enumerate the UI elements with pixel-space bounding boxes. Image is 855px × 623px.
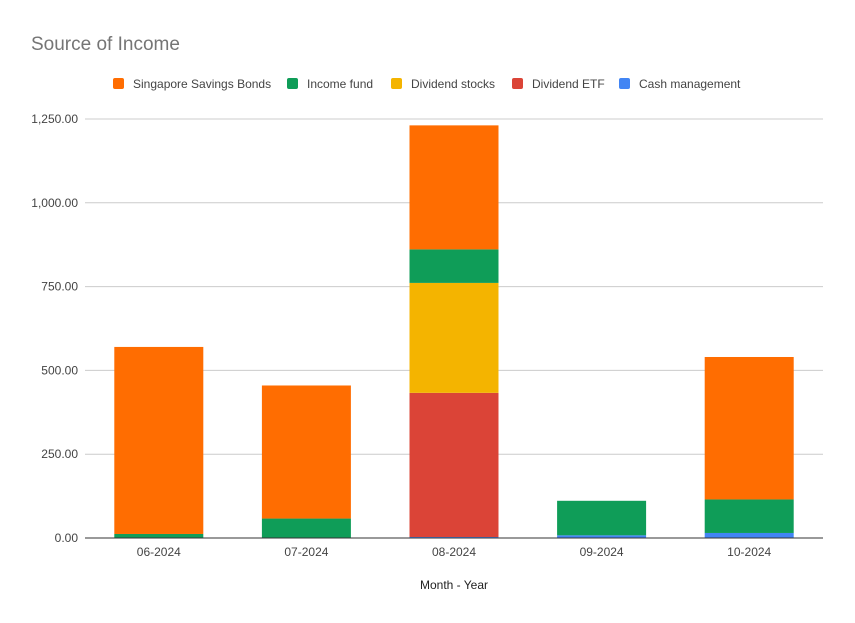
bar-cash-management-08-2024 bbox=[409, 536, 499, 538]
y-tick-label: 0.00 bbox=[55, 531, 79, 545]
legend-swatch bbox=[512, 78, 523, 89]
x-tick-label: 09-2024 bbox=[580, 545, 624, 559]
bar-dividend-stocks-08-2024 bbox=[409, 282, 499, 393]
x-axis-ticks: 06-2024 07-2024 08-2024 09-2024 10-2024 bbox=[137, 545, 772, 559]
y-axis-ticks: 0.00 250.00 500.00 750.00 1,000.00 1,250.00 bbox=[31, 112, 78, 545]
bar-cash-management-10-2024 bbox=[704, 532, 794, 538]
legend-item-cash-management: Cash management bbox=[619, 77, 741, 91]
bars bbox=[114, 125, 794, 538]
legend-item-dividend-stocks: Dividend stocks bbox=[391, 77, 495, 91]
legend-label: Dividend ETF bbox=[532, 77, 605, 91]
legend-label: Singapore Savings Bonds bbox=[133, 77, 271, 91]
bar-cash-management-09-2024 bbox=[557, 535, 647, 538]
legend-label: Dividend stocks bbox=[411, 77, 495, 91]
legend-swatch bbox=[113, 78, 124, 89]
legend-swatch bbox=[619, 78, 630, 89]
bar-singapore-savings-bonds-10-2024 bbox=[704, 356, 794, 500]
bar-dividend-etf-08-2024 bbox=[409, 392, 499, 537]
bar-singapore-savings-bonds-06-2024 bbox=[114, 346, 204, 534]
y-tick-label: 750.00 bbox=[41, 280, 78, 294]
x-tick-label: 06-2024 bbox=[137, 545, 181, 559]
bar-income-fund-07-2024 bbox=[261, 518, 351, 538]
y-tick-label: 1,000.00 bbox=[31, 196, 78, 210]
bar-income-fund-08-2024 bbox=[409, 249, 499, 283]
chart-title: Source of Income bbox=[31, 34, 180, 55]
legend-swatch bbox=[287, 78, 298, 89]
x-tick-label: 10-2024 bbox=[727, 545, 771, 559]
x-tick-label: 08-2024 bbox=[432, 545, 476, 559]
legend-label: Income fund bbox=[307, 77, 373, 91]
x-tick-label: 07-2024 bbox=[284, 545, 328, 559]
bar-income-fund-06-2024 bbox=[114, 533, 204, 538]
legend-label: Cash management bbox=[639, 77, 741, 91]
bar-singapore-savings-bonds-08-2024 bbox=[409, 125, 499, 250]
bar-income-fund-09-2024 bbox=[557, 500, 647, 536]
legend-item-income-fund: Income fund bbox=[287, 77, 373, 91]
y-tick-label: 1,250.00 bbox=[31, 112, 78, 126]
legend: Singapore Savings Bonds Income fund Divide… bbox=[113, 77, 741, 91]
bar-singapore-savings-bonds-07-2024 bbox=[261, 385, 351, 519]
y-tick-label: 500.00 bbox=[41, 363, 78, 377]
y-tick-label: 250.00 bbox=[41, 447, 78, 461]
legend-item-dividend-etf: Dividend ETF bbox=[512, 77, 605, 91]
legend-swatch bbox=[391, 78, 402, 89]
bar-income-fund-10-2024 bbox=[704, 499, 794, 533]
legend-item-singapore-savings-bonds: Singapore Savings Bonds bbox=[113, 77, 271, 91]
x-axis-title: Month - Year bbox=[420, 578, 488, 592]
